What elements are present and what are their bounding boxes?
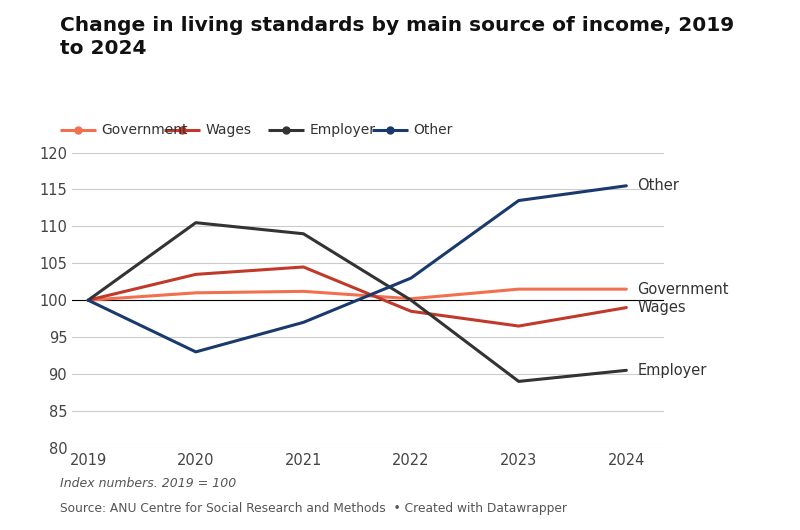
Text: Index numbers. 2019 = 100: Index numbers. 2019 = 100 (60, 477, 236, 490)
Text: Other: Other (638, 178, 679, 193)
Text: Employer: Employer (638, 363, 707, 378)
Text: Wages: Wages (638, 300, 686, 315)
Text: Source: ANU Centre for Social Research and Methods  • Created with Datawrapper: Source: ANU Centre for Social Research a… (60, 502, 567, 515)
Text: Government: Government (638, 281, 729, 297)
Text: Other: Other (414, 123, 453, 137)
Text: Change in living standards by main source of income, 2019
to 2024: Change in living standards by main sourc… (60, 16, 734, 58)
Text: Employer: Employer (310, 123, 376, 137)
Text: Wages: Wages (206, 123, 251, 137)
Text: Government: Government (102, 123, 188, 137)
